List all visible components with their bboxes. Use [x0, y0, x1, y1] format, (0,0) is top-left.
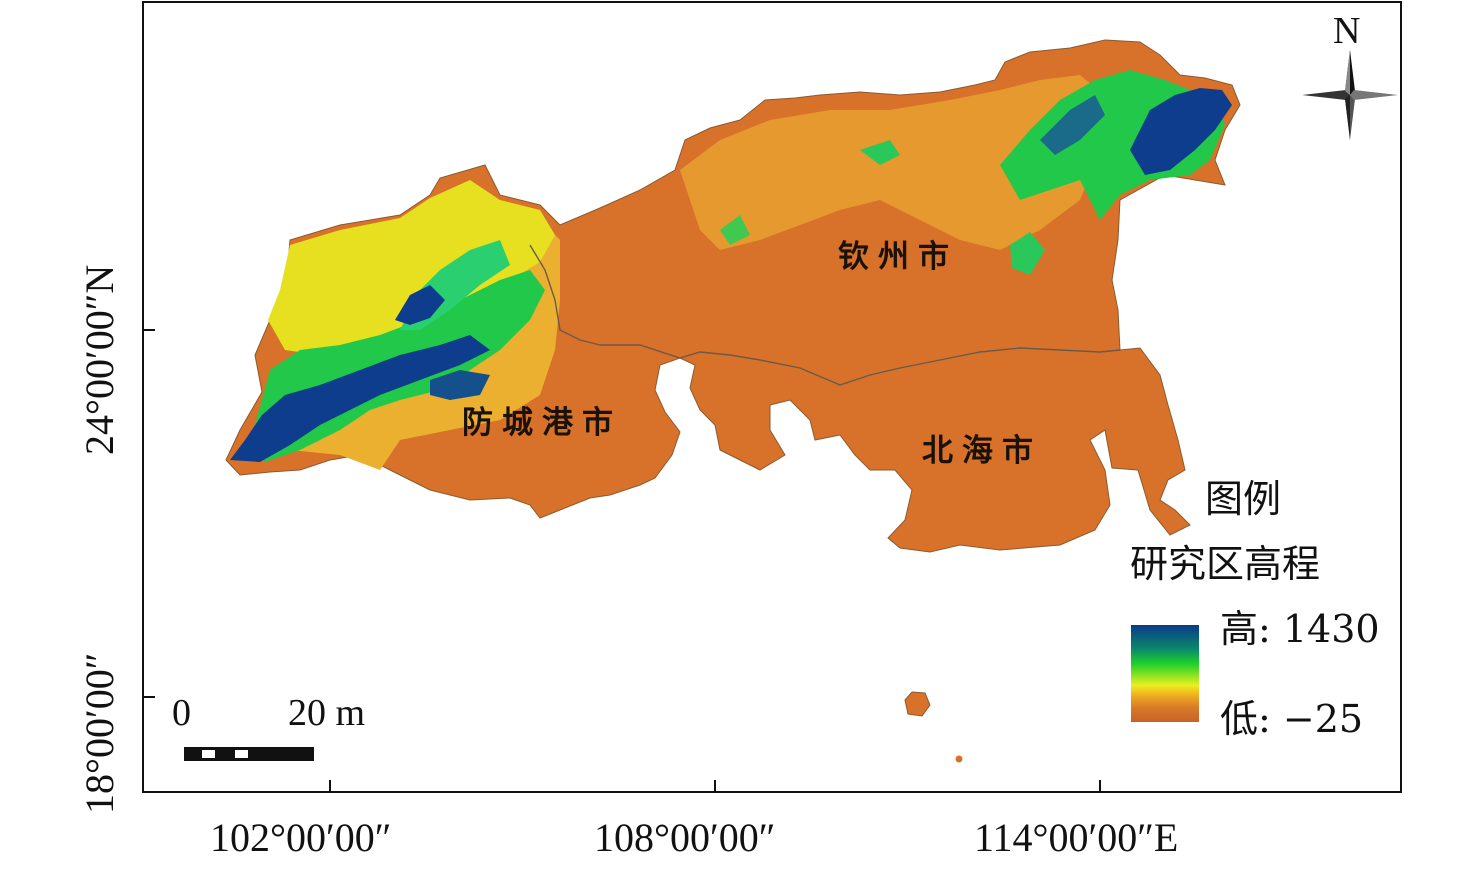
green-patch-1 [1010, 232, 1045, 275]
x-tick-label-3: 114°00′00″E [974, 815, 1179, 860]
y-tick-label-2: 18°00′00″ [77, 652, 122, 814]
legend-low-label: 低: −25 [1220, 697, 1364, 741]
y-tick-label-1: 24°00′00″N [77, 264, 122, 455]
upland-west [268, 180, 555, 355]
legend-subtitle: 研究区高程 [1130, 542, 1321, 586]
admin-boundary-2 [529, 244, 601, 346]
city-label-qinzhou: 钦州市 [838, 239, 958, 275]
axis-ticks [143, 329, 1101, 792]
legend-high-label: 高: 1430 [1220, 607, 1380, 651]
scale-bar [184, 747, 314, 761]
island-2 [955, 755, 963, 763]
peak-west-blue-3 [430, 370, 490, 400]
x-tick-label-1: 102°00′00″ [210, 815, 392, 860]
x-tick-label-2: 108°00′00″ [594, 815, 776, 860]
peak-ne-blue-2 [1040, 95, 1105, 155]
city-label-fangchenggang: 防城港市 [462, 405, 622, 441]
scale-zero-label: 0 [172, 692, 191, 734]
island-1 [904, 691, 931, 717]
green-patch-3 [720, 215, 750, 245]
peak-west-blue-2 [395, 285, 445, 325]
midland-north [680, 75, 1110, 250]
legend-title: 图例 [1205, 477, 1282, 521]
north-arrow-icon [1302, 50, 1398, 140]
peak-west-blue [230, 335, 490, 462]
green-patch-2 [860, 140, 900, 165]
city-label-beihai: 北海市 [922, 433, 1042, 469]
admin-boundary-1 [600, 344, 1121, 386]
scale-distance-label: 20 m [288, 692, 366, 734]
map-frame [142, 1, 1402, 793]
legend-gradient-bar [1131, 625, 1199, 722]
north-label: N [1333, 10, 1361, 52]
peak-ne-blue [1130, 88, 1232, 175]
